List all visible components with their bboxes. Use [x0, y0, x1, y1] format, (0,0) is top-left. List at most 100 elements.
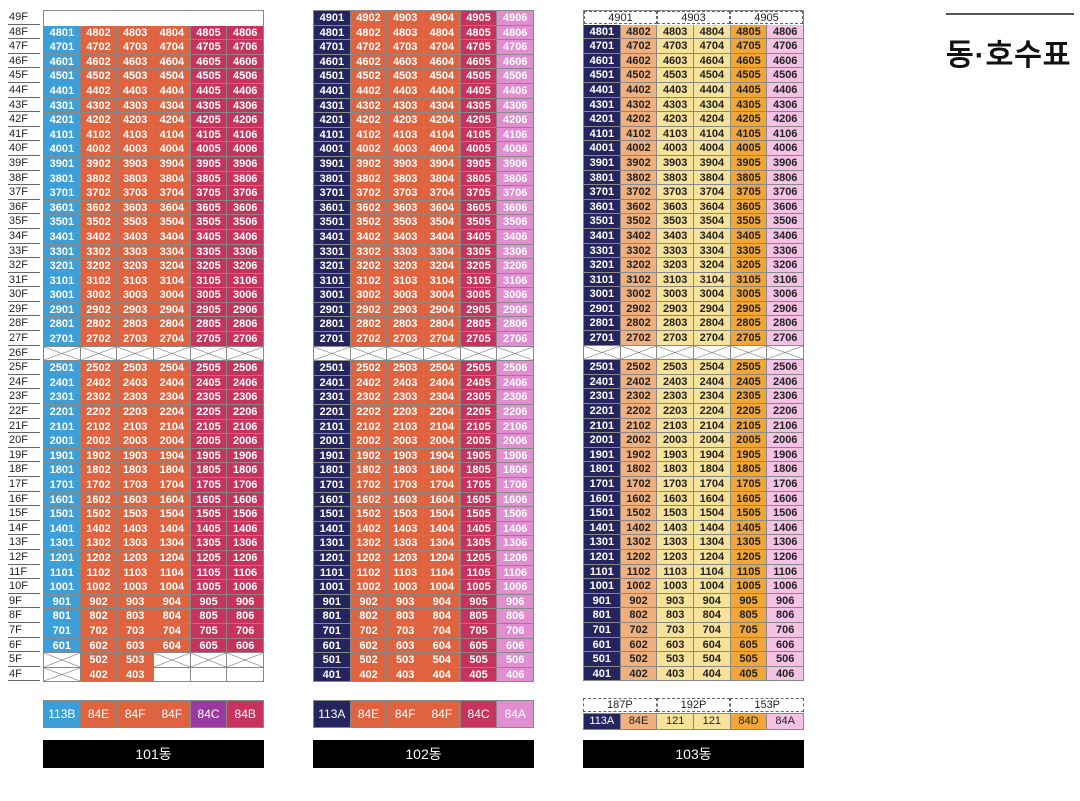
unit-cell: 4502: [80, 69, 118, 84]
unit-cell: 706: [497, 623, 534, 639]
floor-label: 23F: [8, 389, 40, 405]
unit-cell: 4204: [424, 113, 461, 128]
unit-cell: 3803: [657, 170, 695, 186]
unit-cell: 2202: [350, 405, 388, 420]
unit-cell: 4004: [694, 141, 731, 156]
unit-cell: 2806: [227, 317, 264, 333]
unit-cell: 2504: [424, 361, 461, 376]
unit-cell: 4401: [584, 82, 621, 98]
penthouse-area-labels: 187P 192P 153P: [583, 698, 805, 712]
unit-cell: 2703: [657, 331, 695, 346]
unit-cell: 804: [424, 609, 461, 624]
page-title: 동·호수표: [946, 39, 1072, 72]
unit-cell: 1302: [620, 535, 658, 550]
unit-cell: 3103: [117, 273, 155, 289]
unit-cell: 2105: [190, 419, 228, 435]
unit-cell: 801: [44, 609, 81, 624]
unit-cell: 1504: [154, 507, 191, 522]
unit-cell: 1605: [190, 492, 228, 508]
unit-cell: 1602: [350, 492, 388, 508]
unit-cell: 1605: [460, 492, 498, 508]
unit-cell: 3701: [44, 186, 81, 201]
unit-cell: 3802: [350, 171, 388, 187]
unit-cell: 1302: [80, 536, 118, 551]
floor-row: 2201 2202 2203 2204 2205 2206: [44, 405, 264, 420]
unit-cell: 4706: [497, 40, 534, 55]
unit-cell: 3503: [657, 214, 695, 229]
floor-label: 20F: [8, 433, 40, 448]
unit-cell: 3604: [694, 199, 731, 215]
unit-cell: 4102: [350, 127, 388, 143]
unit-cell: 506: [767, 652, 804, 667]
unit-cell: 2306: [227, 390, 264, 406]
floor-row: 4801 4802 4803 4804 4805 4806: [314, 25, 534, 41]
unit-cell: 504: [424, 653, 461, 668]
no-unit-cell: [190, 346, 228, 362]
unit-cell: 3601: [584, 199, 621, 215]
unit-cell: 1204: [154, 550, 191, 566]
unit-cell: 1805: [190, 463, 228, 478]
floor-row: 2001 2002 2003 2004 2005 2006: [584, 433, 804, 448]
unit-cell: 805: [730, 608, 768, 623]
floor-row: 1801 1802 1803 1804 1805 1806: [44, 463, 264, 478]
unit-cell: 2403: [117, 375, 155, 391]
unit-cell: 4802: [80, 25, 118, 41]
unit-cell: 3004: [154, 288, 191, 303]
unit-cell: 4004: [424, 142, 461, 157]
unit-cell: 904: [154, 594, 191, 610]
unit-cell: 3904: [694, 155, 731, 171]
unit-cell: 2506: [227, 361, 264, 376]
building-102: 4901 4902 4903 4904 4905 4906 4801 4802 4803 4804…: [313, 10, 534, 768]
unit-cell: 906: [497, 594, 534, 610]
unit-cell: 4405: [190, 83, 228, 99]
unit-cell: 602: [350, 638, 388, 654]
unit-cell: 3701: [584, 185, 621, 200]
unit-cell: 2805: [460, 317, 498, 333]
unit-cell: 1003: [657, 579, 695, 594]
floor-row: 601 602 603 604 605 606: [314, 638, 534, 654]
floor-row: 1201 1202 1203 1204 1205 1206: [314, 550, 534, 566]
unit-cell: 4106: [227, 127, 264, 143]
unit-cell: 3603: [117, 200, 155, 216]
unit-cell: 3403: [657, 228, 695, 244]
floor-row: 4501 4502 4503 4504 4505 4506: [44, 69, 264, 84]
penthouse-area-label: 187P: [583, 698, 657, 712]
floor-row: 2101 2102 2103 2104 2105 2106: [314, 419, 534, 435]
floor-label: 8F: [8, 608, 40, 623]
unit-cell: 1604: [424, 492, 461, 508]
unit-cell: 2301: [44, 390, 81, 406]
unit-cell: 1702: [620, 477, 658, 492]
unit-cell: 3702: [350, 186, 388, 201]
unit-cell: 902: [350, 594, 388, 610]
floor-row: 901 902 903 904 905 906: [44, 594, 264, 610]
unit-cell: 2906: [767, 301, 804, 317]
floor-row: 401 402 403 404 405 406: [314, 667, 534, 683]
unit-cell: 2302: [350, 390, 388, 406]
unit-cell: 1306: [767, 535, 804, 550]
unit-cell: 3903: [657, 155, 695, 171]
unit-cell: 4502: [620, 68, 658, 83]
unit-cell: 3206: [497, 259, 534, 274]
unit-cell: 3602: [350, 200, 388, 216]
unit-cell: 1701: [44, 478, 81, 493]
unit-cell: 4003: [657, 141, 695, 156]
floor-row: 2401 2402 2403 2404 2405 2406: [584, 374, 804, 390]
unit-cell: 3703: [117, 186, 155, 201]
unit-cell: 4603: [117, 54, 155, 70]
unit-cell: 1505: [730, 506, 768, 521]
unit-cell: 3202: [620, 258, 658, 273]
unit-cell: 4701: [44, 40, 81, 55]
unit-cell: 3903: [387, 156, 425, 172]
unit-cell: 2703: [117, 332, 155, 347]
unit-cell: 1001: [314, 580, 351, 595]
unit-cell: 4301: [44, 98, 81, 114]
unit-cell: 4606: [497, 54, 534, 70]
floor-row: 4301 4302 4303 4304 4305 4306: [44, 98, 264, 114]
unit-cell: 3604: [424, 200, 461, 216]
building-name: 103동: [583, 740, 804, 768]
unit-cell: 3904: [154, 156, 191, 172]
unit-cell: 2803: [657, 316, 695, 332]
unit-cell: 3705: [460, 186, 498, 201]
unit-cell: 1002: [350, 580, 388, 595]
unit-cell: 4602: [80, 54, 118, 70]
